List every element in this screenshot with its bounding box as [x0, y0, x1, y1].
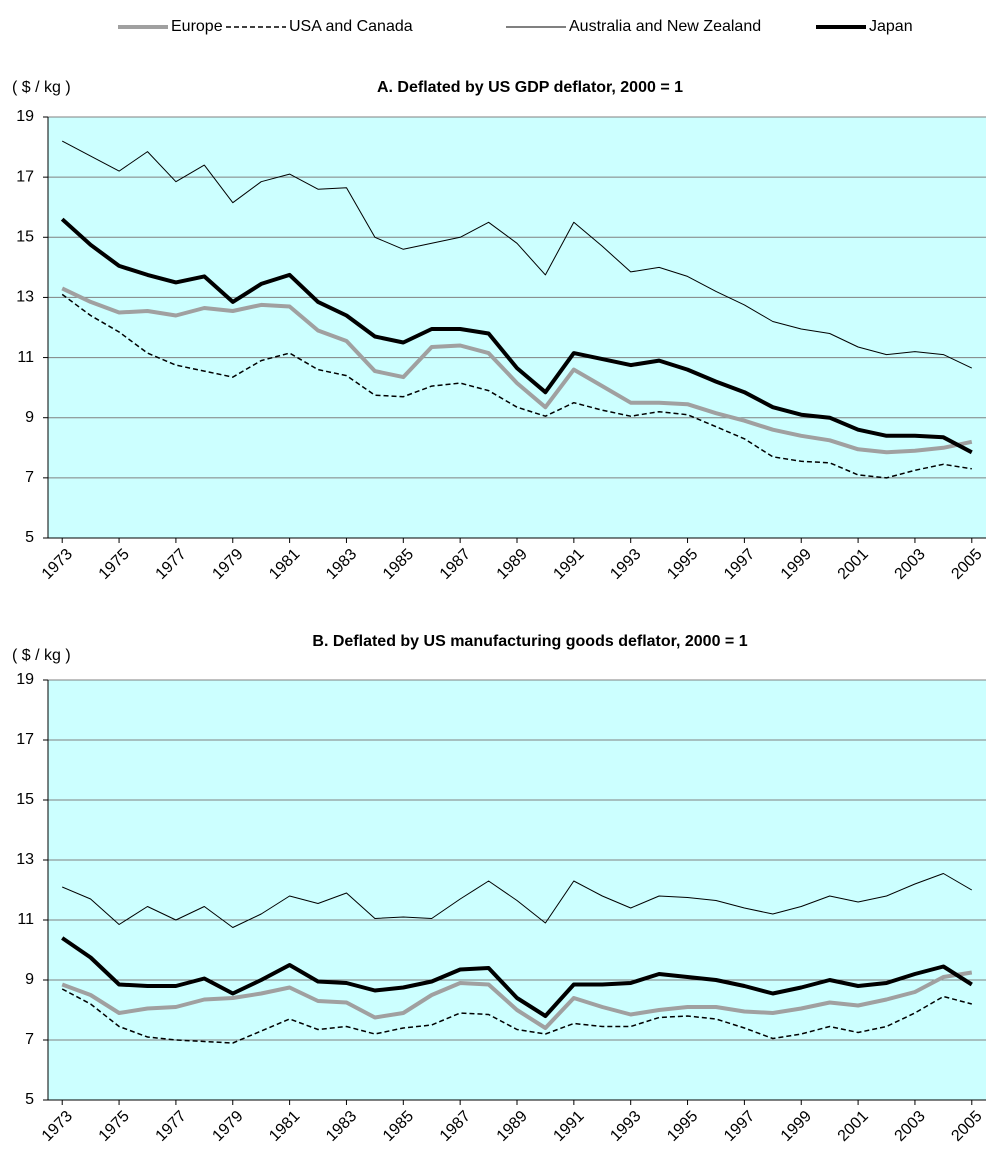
y-tick-label: 19: [16, 108, 34, 125]
x-tick-label: 1983: [323, 546, 360, 583]
data-line: [61, 988, 972, 1044]
y-tick-label: 5: [25, 529, 34, 546]
x-tick-label: 1973: [39, 1108, 76, 1145]
y-tick-label: 9: [25, 409, 34, 426]
x-tick-label: 1975: [96, 546, 133, 583]
data-line: [62, 873, 973, 928]
y-tick-label: 7: [25, 469, 34, 486]
x-tick-label: 2003: [892, 1108, 929, 1145]
x-tick-label: 2005: [948, 546, 985, 583]
y-tick-label: 11: [17, 349, 34, 366]
legend-label: Japan: [869, 18, 913, 35]
legend-label: USA and Canada: [289, 18, 413, 35]
y-tick-label: 17: [16, 168, 34, 185]
y-tick-label: 15: [16, 229, 34, 246]
x-tick-label: 1993: [607, 546, 644, 583]
plot-area: [48, 680, 986, 1100]
y-tick-label: 5: [25, 1091, 34, 1108]
x-tick-label: 1977: [153, 546, 190, 583]
x-tick-label: 1987: [437, 546, 474, 583]
data-line: [61, 970, 973, 1030]
x-tick-label: 1999: [778, 1108, 815, 1145]
x-tick-label: 2001: [835, 1108, 872, 1145]
x-tick-label: 1983: [323, 1108, 360, 1145]
x-tick-label: 2005: [948, 1108, 985, 1145]
legend-label: Australia and New Zealand: [569, 18, 761, 35]
x-tick-label: 1997: [721, 1108, 758, 1145]
data-line: [61, 936, 973, 1018]
y-axis-label: ( $ / kg ): [12, 647, 71, 664]
plot-area: [48, 117, 986, 538]
y-tick-label: 15: [16, 791, 34, 808]
x-tick-label: 1975: [96, 1108, 133, 1145]
x-tick-label: 1977: [153, 1108, 190, 1145]
x-tick-label: 1989: [494, 546, 531, 583]
legend-label: Europe: [171, 18, 223, 35]
x-tick-label: 1979: [209, 1108, 246, 1145]
y-tick-label: 13: [16, 289, 34, 306]
x-tick-label: 1979: [209, 546, 246, 583]
x-tick-label: 1995: [664, 1108, 701, 1145]
x-tick-label: 2003: [892, 546, 929, 583]
y-tick-label: 7: [25, 1031, 34, 1048]
data-line: [61, 286, 973, 455]
data-line: [61, 140, 973, 369]
x-tick-label: 1999: [778, 546, 815, 583]
x-tick-label: 1997: [721, 546, 758, 583]
x-tick-label: 1995: [664, 546, 701, 583]
y-tick-label: 17: [16, 731, 34, 748]
x-tick-label: 1981: [266, 1108, 303, 1145]
x-tick-label: 1987: [437, 1108, 474, 1145]
chart-title: A. Deflated by US GDP deflator, 2000 = 1: [377, 79, 683, 96]
y-tick-label: 19: [16, 671, 34, 688]
x-tick-label: 1981: [266, 546, 303, 583]
y-tick-label: 13: [16, 851, 34, 868]
x-tick-label: 1991: [550, 546, 587, 583]
y-tick-label: 11: [17, 911, 34, 928]
x-tick-label: 1991: [550, 1108, 587, 1145]
x-tick-label: 1993: [607, 1108, 644, 1145]
x-tick-label: 1985: [380, 1108, 417, 1145]
data-line: [60, 217, 973, 455]
y-tick-label: 9: [25, 971, 34, 988]
x-tick-label: 1989: [494, 1108, 531, 1145]
y-axis-label: ( $ / kg ): [12, 79, 71, 96]
x-tick-label: 1973: [39, 546, 76, 583]
x-tick-label: 1985: [380, 546, 417, 583]
chart-title: B. Deflated by US manufacturing goods de…: [312, 633, 747, 650]
x-tick-label: 2001: [835, 546, 872, 583]
